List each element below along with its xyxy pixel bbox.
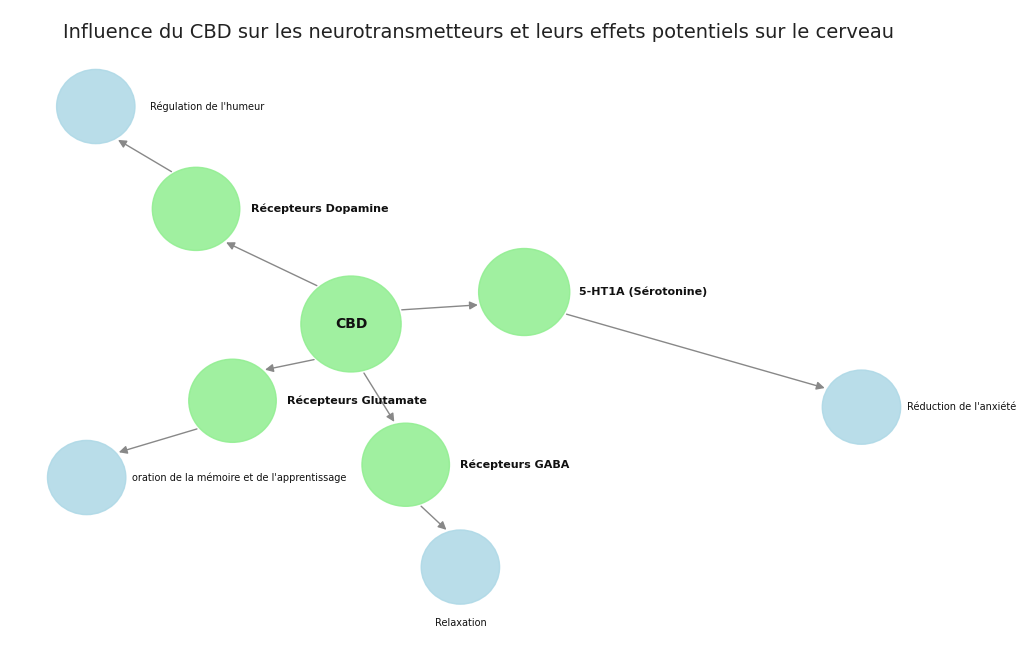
Text: Influence du CBD sur les neurotransmetteurs et leurs effets potentiels sur le ce: Influence du CBD sur les neurotransmette… xyxy=(63,23,894,42)
Text: Récepteurs GABA: Récepteurs GABA xyxy=(461,459,569,470)
Ellipse shape xyxy=(153,167,240,250)
Ellipse shape xyxy=(301,276,401,372)
Ellipse shape xyxy=(478,249,569,336)
Text: oration de la mémoire et de l'apprentissage: oration de la mémoire et de l'apprentiss… xyxy=(132,472,347,483)
Text: Récepteurs Dopamine: Récepteurs Dopamine xyxy=(251,203,388,214)
Ellipse shape xyxy=(421,530,500,604)
Ellipse shape xyxy=(56,69,135,144)
Text: 5-HT1A (Sérotonine): 5-HT1A (Sérotonine) xyxy=(579,287,708,297)
Ellipse shape xyxy=(47,441,126,515)
Text: Réduction de l'anxiété: Réduction de l'anxiété xyxy=(907,402,1016,412)
Text: CBD: CBD xyxy=(335,317,368,331)
Text: Récepteurs Glutamate: Récepteurs Glutamate xyxy=(287,395,427,406)
Ellipse shape xyxy=(188,359,276,443)
Ellipse shape xyxy=(822,370,901,445)
Text: Relaxation: Relaxation xyxy=(434,618,486,629)
Text: Régulation de l'humeur: Régulation de l'humeur xyxy=(151,101,265,111)
Ellipse shape xyxy=(361,423,450,506)
